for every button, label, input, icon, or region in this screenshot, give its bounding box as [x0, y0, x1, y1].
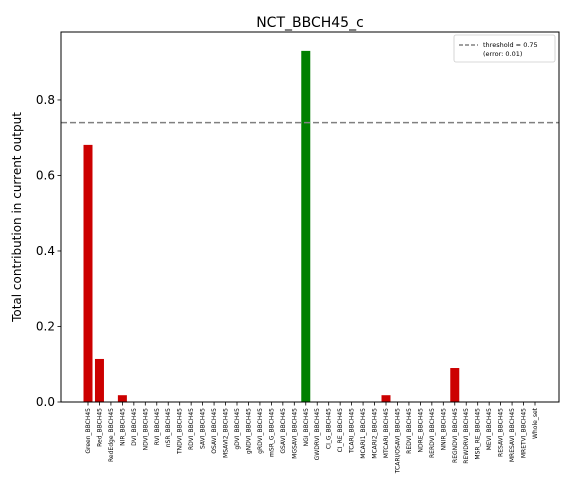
y-tick-label: 0.0 — [36, 395, 55, 409]
y-ticks: 0.0 0.2 0.4 0.6 0.8 — [36, 93, 61, 409]
x-tick-label: NGI_BBCH45 — [303, 408, 310, 447]
x-tick-label: CI_RE_BBCH45 — [337, 408, 344, 453]
chart-title: NCT_BBCH45_c — [256, 15, 364, 31]
x-tick-label: MCARI2_BBCH45 — [372, 408, 379, 459]
x-tick-label: SAVI_BBCH45 — [200, 408, 207, 449]
x-tick-label: NNIR_BBCH45 — [440, 408, 447, 451]
x-tick-label: NDRE_BBCH45 — [417, 408, 424, 453]
x-tick-label: REGNDVI_BBCH45 — [452, 408, 459, 463]
y-tick-label: 0.6 — [36, 168, 55, 182]
x-tick-label: MRESAVI_BBCH45 — [509, 408, 516, 462]
x-tick-label: MSR_RE_BBCH45 — [475, 408, 482, 460]
x-tick-label: CI_G_BBCH45 — [326, 408, 333, 449]
x-tick-label: Whole_set — [532, 407, 539, 439]
x-tick-label: TCARI/OSAVI_BBCH45 — [394, 408, 401, 474]
bars — [83, 50, 460, 402]
x-tick-label: RedEdge_BBCH45 — [108, 408, 115, 462]
bar-1 — [94, 358, 104, 402]
x-tick-label: RVI_BBCH45 — [154, 408, 161, 445]
x-tick-label: NDVI_BBCH45 — [142, 408, 149, 451]
x-tick-label: RERDVI_BBCH45 — [429, 408, 436, 458]
bar-0 — [83, 144, 93, 402]
x-tick-label: nSR_BBCH45 — [165, 408, 172, 447]
legend: threshold = 0.75 (error: 0.01) — [453, 34, 556, 63]
x-tick-label: gNDVI_BBCH45 — [245, 408, 252, 454]
x-tick-label: TNDVI_BBCH45 — [177, 408, 184, 455]
bar-32 — [450, 368, 460, 402]
x-tick-label: Green_BBCH45 — [85, 408, 92, 454]
bar-3 — [117, 395, 127, 402]
x-tick-label: GWDRVI_BBCH45 — [314, 408, 321, 461]
bar-26 — [381, 395, 391, 402]
bar-19 — [301, 50, 311, 402]
x-tick-label: NIR_BBCH45 — [119, 408, 126, 446]
x-tick-label: REDVI_BBCH45 — [406, 408, 413, 454]
x-tick-label: RDVI_BBCH45 — [188, 408, 195, 450]
x-tick-label: MTCARI_BBCH45 — [383, 408, 390, 458]
x-tick-label: gRDVI_BBCH45 — [257, 408, 264, 454]
y-tick-label: 0.2 — [36, 319, 55, 333]
x-tick-label: MEVI_BBCH45 — [486, 408, 493, 450]
legend-box — [453, 34, 556, 63]
x-tick-label: MCARI1_BBCH45 — [360, 408, 367, 459]
x-tick-label: REWDRVI_BBCH45 — [463, 408, 470, 464]
plot-frame — [60, 31, 560, 403]
x-tick-label: mSR_G_BBCH45 — [268, 408, 275, 457]
x-tick-label: gDVI_BBCH45 — [234, 408, 241, 450]
x-tick-label: TCARI_BBCH45 — [349, 408, 356, 454]
x-tick-label: DVI_BBCH45 — [131, 408, 138, 446]
x-tick-label: RESAVI_BBCH45 — [498, 408, 505, 457]
x-tick-label: Red_BBCH45 — [96, 408, 103, 447]
legend-label-threshold: threshold = 0.75 — [483, 41, 538, 49]
y-axis-label: Total contribution in current output — [10, 112, 24, 323]
y-tick-label: 0.8 — [36, 93, 55, 107]
legend-label-error: (error: 0.01) — [483, 50, 522, 58]
x-tick-label: MSAVI2_BBCH45 — [223, 408, 230, 458]
y-tick-label: 0.4 — [36, 244, 55, 258]
x-tick-label: MGSAVI_BBCH45 — [291, 408, 298, 459]
x-tick-label: MRETVI_BBCH45 — [521, 408, 528, 458]
x-tick-label: GSAVI_BBCH45 — [280, 408, 287, 454]
x-tick-label: OSAVI_BBCH45 — [211, 408, 218, 454]
x-ticks: Green_BBCH45 Red_BBCH45 RedEdge_BBCH45 NIR_… — [85, 402, 539, 474]
